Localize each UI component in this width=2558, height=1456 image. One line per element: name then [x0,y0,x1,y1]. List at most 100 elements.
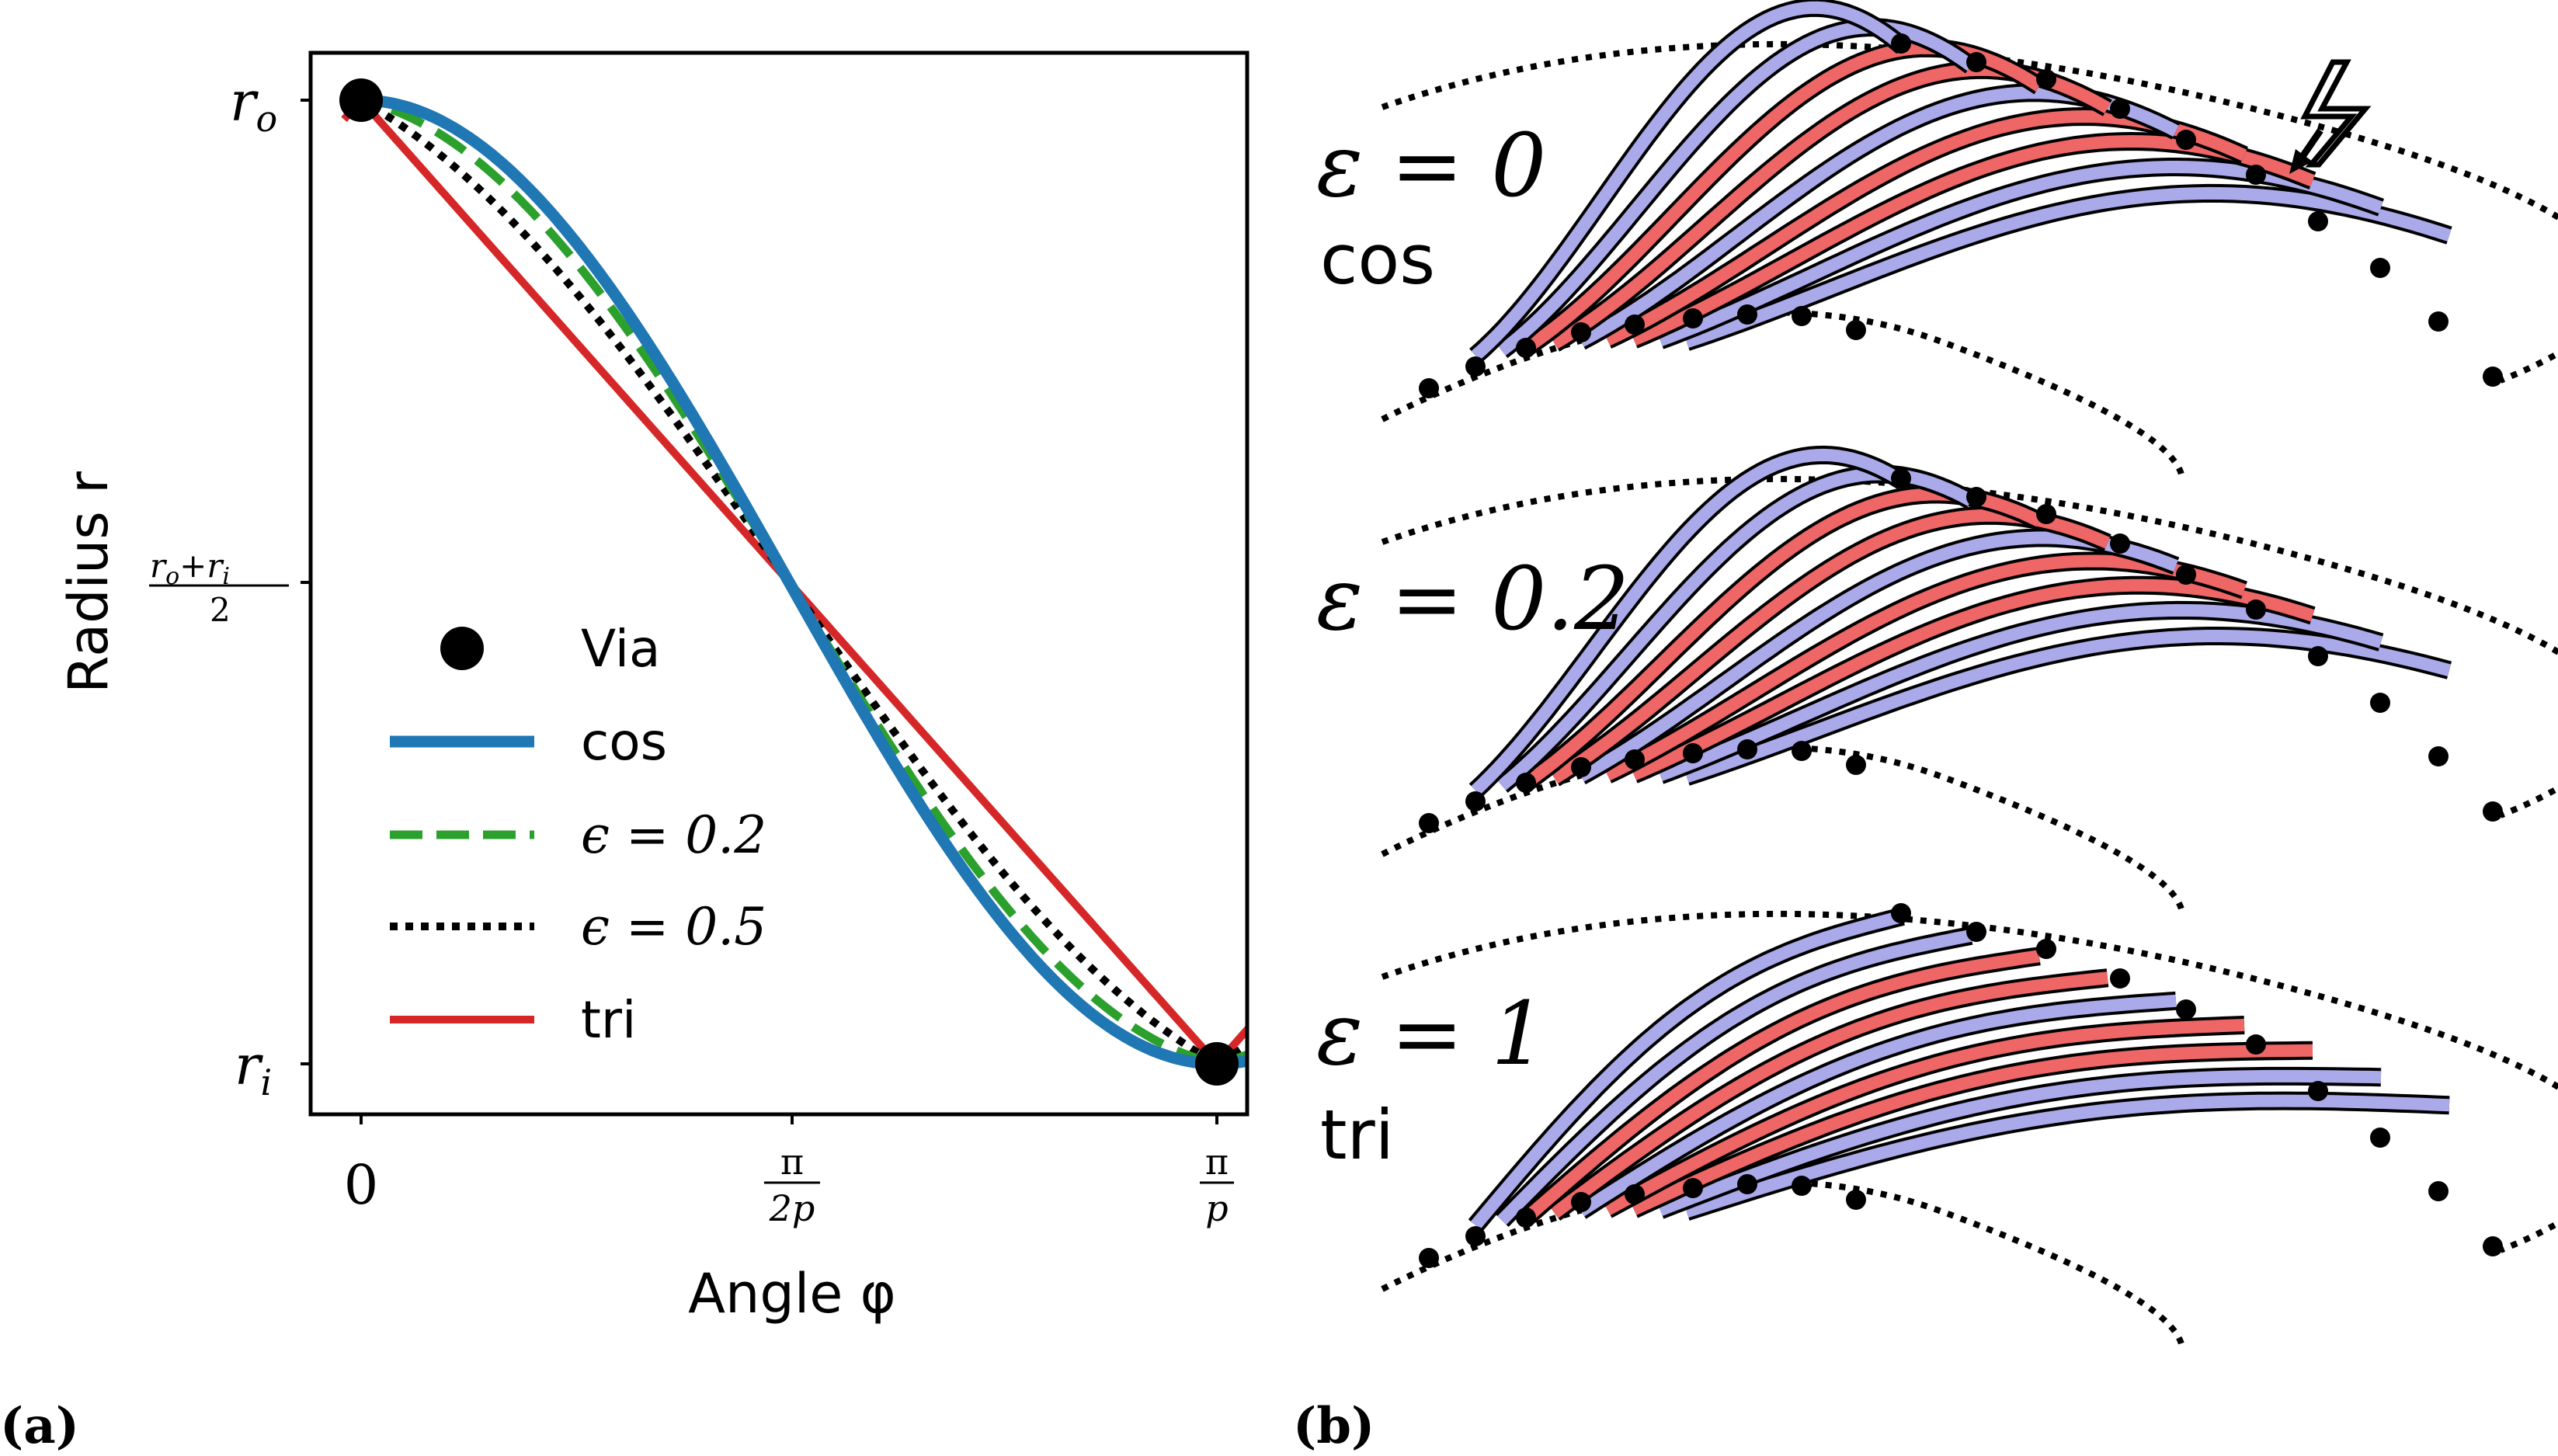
via-point [1683,743,1703,763]
outer-boundary-arc [1381,475,2558,818]
via-point [2036,939,2056,959]
fan-row-2 [1381,445,2558,913]
legend-eps02-label: ϵ = 0.2 [581,805,766,865]
legend-cos-label: cos [581,712,667,772]
panel-b [1381,0,2558,1348]
via-point [1465,356,1486,377]
via-point [2483,367,2503,387]
y-ticklabel-ri: ri [235,1034,272,1103]
via-point [1516,338,1536,358]
trace-blue [1658,1069,2382,1216]
via-point [1625,314,1645,335]
trace-blue [1471,448,1906,795]
via-point [2483,801,2503,822]
x-axis-label: Angle φ [688,1262,896,1326]
legend: Via cos ϵ = 0.2 ϵ = 0.5 tri [390,619,766,1050]
via-point [2176,130,2196,150]
trace-red [1551,971,2108,1218]
via-point-1 [1195,1042,1239,1086]
outer-boundary-arc [1381,910,2558,1253]
via-point [2110,533,2130,554]
via-point [2483,1236,2503,1256]
legend-eps05-label: ϵ = 0.5 [581,897,766,957]
svg-text:2p: 2p [769,1187,815,1229]
y-axis-label: Radius r [57,471,120,693]
via-point [2246,1034,2266,1055]
via-point [1465,791,1486,811]
trace-red [1631,1044,2313,1215]
via-point [2246,165,2266,185]
via-point [1891,903,1911,923]
inner-boundary-arc [1381,744,2185,913]
fan-row-1 [1381,0,2558,478]
trace-red [1524,950,2041,1221]
via-point [1419,378,1439,398]
trace-red [1604,554,2247,781]
via-point [1846,1190,1866,1210]
via-point [1792,1176,1812,1196]
svg-text:2: 2 [210,591,231,629]
trace-blue [1684,630,2452,783]
via-point [1846,320,1866,340]
via-point [1966,922,1986,942]
via-point [2370,693,2390,713]
trace-blue [1577,994,2177,1217]
panel-a-label: (a) [0,1397,79,1455]
via-point-0 [339,78,383,122]
via-point [1966,487,1986,507]
via-point [1625,1184,1645,1204]
outer-boundary-arc [1381,40,2558,384]
via-point [2176,565,2196,585]
x-ticklabel-one: π p [1200,1141,1234,1229]
trace-red [1631,579,2315,780]
via-point [2036,69,2056,89]
trace-blue [1684,1094,2450,1218]
via-point [2176,999,2196,1020]
via-point [1891,468,1911,488]
via-point [1571,757,1591,777]
via-point [1571,322,1591,342]
panel-b-label: (b) [1293,1397,1375,1455]
via-point [1419,813,1439,833]
svg-text:ro+ri: ro+ri [150,547,230,590]
legend-via-marker [440,627,484,670]
via-point [1516,1208,1536,1228]
row3-eps-label: ε = 1 [1316,984,1546,1085]
via-point [2308,646,2328,666]
via-point [2370,1128,2390,1148]
via-point [2428,746,2449,766]
trace-red [1604,1019,2245,1216]
via-point [2428,311,2449,332]
lightning-icon [2289,59,2372,174]
legend-via-label: Via [581,619,660,679]
via-point [1683,308,1703,328]
series-line-cos [343,94,1247,1070]
via-point [1792,306,1812,326]
x-ticklabel-0: 0 [344,1153,379,1217]
row2-eps-label: ε = 0.2 [1316,549,1629,650]
via-point [2110,968,2130,989]
y-ticklabel-mid: ro+ri 2 [149,547,289,629]
trace-red [1631,134,2315,346]
trace-blue [1470,910,1904,1230]
inner-boundary-arc [1381,309,2185,478]
via-point [2308,1081,2328,1101]
via-point [1846,755,1866,775]
panel-b-text: ε = 0 cos ε = 0.2 ε = 1 tri (b) [1293,59,2372,1455]
trace-blue [1684,186,2452,348]
legend-tri-label: tri [581,990,636,1050]
plot-area [339,78,1247,1086]
via-point [1737,1174,1757,1194]
trace-blue [1497,929,1972,1225]
row1-eps-label: ε = 0 [1316,116,1546,217]
panel-a: ro ri ro+ri 2 0 π 2p π p Angle φ Radius … [0,50,1249,1455]
via-point [1625,749,1645,770]
via-point [1571,1192,1591,1212]
inner-boundary-arc [1381,1179,2185,1348]
via-point [1465,1226,1486,1246]
svg-text:π: π [1205,1141,1229,1183]
via-point [1737,739,1757,759]
via-point [1683,1178,1703,1198]
via-point [2036,504,2056,524]
via-point [1419,1248,1439,1268]
